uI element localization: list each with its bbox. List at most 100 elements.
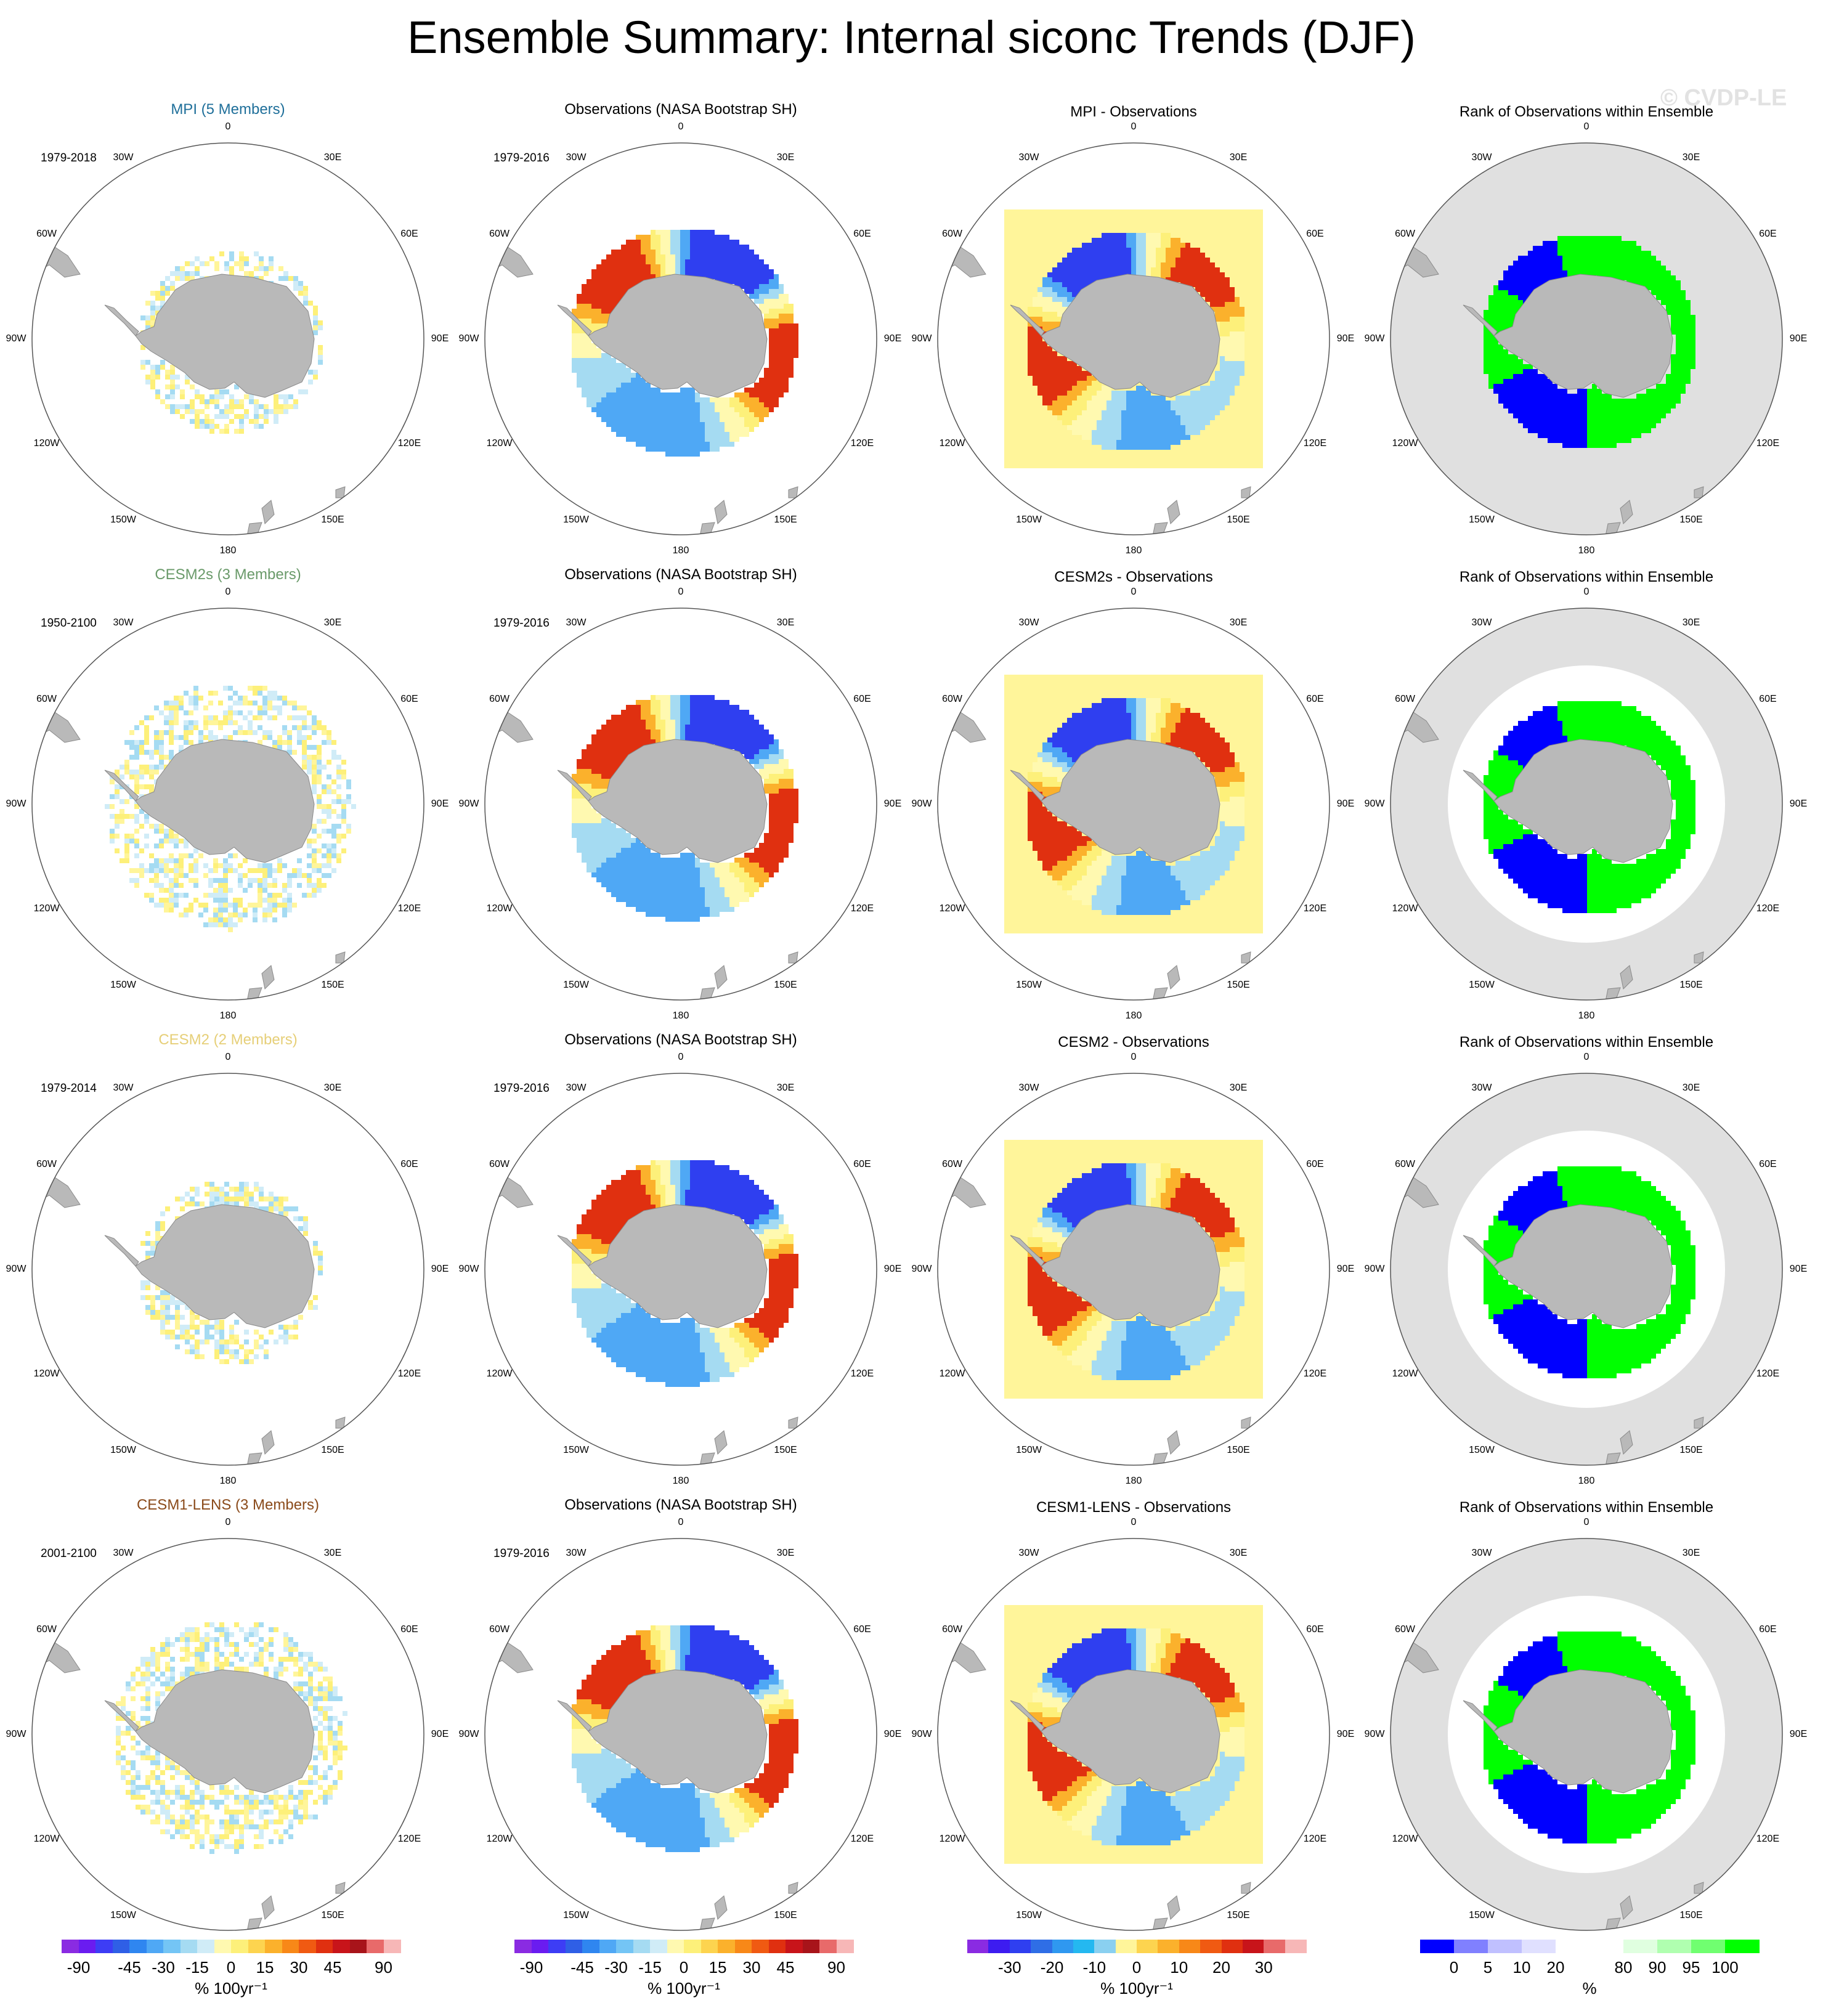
longitude-label: 90W xyxy=(1364,333,1385,344)
longitude-label: 30E xyxy=(1229,1547,1248,1558)
longitude-label: 150W xyxy=(1016,980,1042,991)
longitude-label: 90W xyxy=(1364,1264,1385,1274)
colorbar-unit-label: % 100yr⁻¹ xyxy=(1100,1979,1173,1998)
colorbar-difference: -30 -20 -10 0 10 20 30 % 100yr⁻¹ xyxy=(967,1940,1307,2007)
colorbar-swatch xyxy=(700,1940,718,1953)
longitude-label: 0 xyxy=(678,121,684,132)
longitude-label: 60W xyxy=(942,229,962,239)
longitude-label: 90E xyxy=(431,799,449,809)
colorbar-swatch xyxy=(62,1940,79,1953)
longitude-label: 120W xyxy=(486,903,513,914)
longitude-label: 150E xyxy=(774,1445,797,1456)
longitude-label: 90E xyxy=(883,333,902,344)
map-boundary xyxy=(937,1538,1330,1931)
longitude-label: 150W xyxy=(563,1910,589,1921)
map-panel-model: MPI (5 Members) 1979-2018 0 30E 60E 90E 120E 15… xyxy=(0,92,456,557)
map-panel-obs: Observations (NASA Bootstrap SH) 1979-201… xyxy=(453,92,909,557)
longitude-label: 30E xyxy=(323,617,342,628)
longitude-label: 180 xyxy=(672,545,689,556)
longitude-label: 60W xyxy=(489,1159,510,1169)
colorbar-swatch xyxy=(1590,1940,1624,1953)
longitude-label: 60E xyxy=(853,1159,871,1169)
map-panel-diff: CESM2 - Observations 0 30E 60E 90E 120E 150E 18… xyxy=(906,1023,1362,1487)
map-boundary xyxy=(1390,1073,1783,1466)
colorbar-swatch xyxy=(684,1940,701,1953)
longitude-label: 60E xyxy=(853,1624,871,1635)
period-label: 1950-2100 xyxy=(41,617,97,630)
longitude-label: 30E xyxy=(1229,152,1248,163)
longitude-label: 150E xyxy=(1227,980,1250,991)
obs-panel-title: Observations (NASA Bootstrap SH) xyxy=(564,566,797,583)
polar-map xyxy=(1390,608,1783,1001)
longitude-label: 150E xyxy=(1227,1910,1250,1921)
obs-panel-title: Observations (NASA Bootstrap SH) xyxy=(564,101,797,118)
period-label: 2001-2100 xyxy=(41,1547,97,1560)
longitude-label: 30E xyxy=(776,1082,795,1093)
longitude-label: 90W xyxy=(6,1264,26,1274)
colorbar-tick-label: 0 xyxy=(1132,1958,1142,1977)
longitude-label: 60W xyxy=(36,1159,57,1169)
colorbar-swatch xyxy=(768,1940,786,1953)
longitude-label: 150W xyxy=(1016,1445,1042,1456)
longitude-label: 120E xyxy=(1303,1368,1327,1379)
colorbar-tick-label: -90 xyxy=(519,1958,543,1977)
colorbar-swatch xyxy=(1094,1940,1116,1953)
colorbar-swatch xyxy=(819,1940,837,1953)
colorbar-tick-label: 20 xyxy=(1546,1958,1565,1977)
longitude-label: 90E xyxy=(1789,799,1808,809)
polar-map xyxy=(484,1538,877,1931)
longitude-label: 150W xyxy=(1469,1910,1495,1921)
longitude-label: 60E xyxy=(1306,229,1324,239)
colorbar-swatch xyxy=(616,1940,633,1953)
longitude-label: 60W xyxy=(1395,229,1415,239)
longitude-label: 60W xyxy=(1395,1624,1415,1635)
colorbar-rank: 0 5 10 20 80 90 95 100% xyxy=(1420,1940,1760,2007)
longitude-label: 120W xyxy=(939,1834,965,1844)
longitude-label: 30W xyxy=(1471,152,1492,163)
land xyxy=(32,243,346,535)
longitude-label: 120W xyxy=(33,903,60,914)
longitude-label: 120E xyxy=(850,438,874,449)
longitude-label: 180 xyxy=(672,1476,689,1486)
map-panel-model: CESM2s (3 Members) 1950-2100 0 30E 60E 90E 120… xyxy=(0,558,456,1022)
map-boundary xyxy=(31,608,424,1001)
map-panel-diff: MPI - Observations 0 30E 60E 90E 120E 150E 180 1… xyxy=(906,92,1362,557)
longitude-label: 150W xyxy=(110,1910,136,1921)
colorbar-swatch xyxy=(180,1940,198,1953)
polar-map xyxy=(937,608,1330,1001)
polar-map xyxy=(31,1538,424,1931)
longitude-label: 30W xyxy=(113,152,134,163)
colorbar-swatch xyxy=(786,1940,803,1953)
polar-map xyxy=(484,142,877,535)
diff-panel-title: CESM2s - Observations xyxy=(1054,569,1213,585)
longitude-label: 150W xyxy=(563,1445,589,1456)
trend-field xyxy=(572,1160,798,1387)
polar-map xyxy=(937,1073,1330,1466)
colorbar-model-trend: -90 -45 -30 -15 0 15 30 45 90 % 100yr⁻¹ xyxy=(62,1940,401,2007)
longitude-label: 60W xyxy=(942,1624,962,1635)
colorbar-tick-label: -15 xyxy=(185,1958,209,1977)
longitude-label: 30W xyxy=(1471,617,1492,628)
longitude-label: 90W xyxy=(458,333,479,344)
colorbar-swatch xyxy=(531,1940,549,1953)
colorbar-swatch xyxy=(802,1940,820,1953)
colorbar-swatch xyxy=(1488,1940,1522,1953)
longitude-label: 30E xyxy=(323,152,342,163)
longitude-label: 150W xyxy=(1469,514,1495,526)
longitude-label: 150E xyxy=(1679,514,1703,526)
longitude-label: 60E xyxy=(400,694,418,704)
map-boundary xyxy=(31,1073,424,1466)
land xyxy=(1391,1638,1704,1930)
longitude-label: 120W xyxy=(486,1834,513,1844)
longitude-label: 120E xyxy=(850,903,874,914)
longitude-label: 60E xyxy=(1306,694,1324,704)
longitude-label: 120W xyxy=(33,1834,60,1844)
colorbar-swatch xyxy=(248,1940,266,1953)
longitude-label: 120E xyxy=(397,438,421,449)
longitude-label: 90E xyxy=(883,799,902,809)
longitude-label: 120E xyxy=(1756,438,1780,449)
longitude-label: 120W xyxy=(939,1368,965,1379)
colorbar-swatch xyxy=(967,1940,989,1953)
longitude-label: 30W xyxy=(113,1547,134,1558)
page-title: Ensemble Summary: Internal siconc Trends… xyxy=(407,12,1416,63)
